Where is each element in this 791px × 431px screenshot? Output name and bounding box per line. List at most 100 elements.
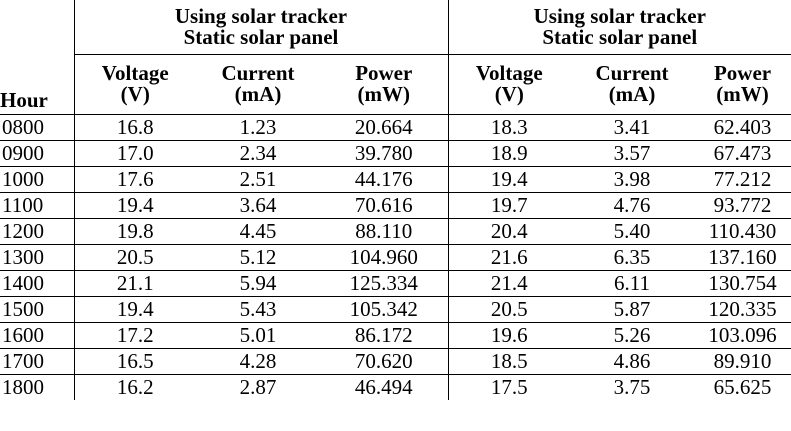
voltage-cell: 19.6	[447, 322, 571, 349]
power-cell: 67.473	[694, 140, 791, 167]
solar-data-table: Using solar tracker Static solar panel U…	[0, 0, 791, 400]
current-cell: 6.11	[570, 270, 695, 297]
table-row: 1600 17.2 5.01 86.172 19.6 5.26 103.096	[0, 322, 791, 349]
power-cell: 105.342	[320, 296, 449, 323]
hour-cell: 1100	[0, 192, 74, 219]
current-cell: 5.26	[570, 322, 695, 349]
voltage-cell: 16.5	[73, 348, 196, 375]
hour-cell: 1800	[2, 374, 44, 399]
hour-cell: 1000	[0, 166, 74, 193]
table-row: 1200 19.8 4.45 88.110 20.4 5.40 110.430	[0, 218, 791, 245]
power-cell: 77.212	[694, 166, 791, 193]
voltage-cell: 17.0	[73, 140, 196, 167]
current-cell: 4.86	[570, 348, 695, 375]
hour-cell: 0800	[0, 114, 74, 141]
current-cell: 2.87	[239, 374, 277, 399]
voltage-cell: 18.3	[447, 114, 571, 141]
power-cell: 104.960	[320, 244, 449, 271]
hour-column-header: Hour	[0, 54, 74, 115]
current-cell: 3.57	[570, 140, 695, 167]
voltage-cell: 18.9	[447, 140, 571, 167]
power-cell: 137.160	[694, 244, 791, 271]
current-cell: 6.35	[570, 244, 695, 271]
col-header-voltage-2-label: Voltage	[475, 61, 543, 86]
voltage-cell: 19.4	[73, 296, 196, 323]
voltage-cell: 19.4	[447, 166, 571, 193]
col-header-power-2-label: Power	[713, 61, 772, 86]
power-cell: 120.335	[694, 296, 791, 323]
col-header-power-1: Power (mW)	[320, 54, 449, 115]
power-cell: 88.110	[320, 218, 449, 245]
current-cell: 2.34	[196, 140, 320, 167]
col-header-power-1-label: Power	[355, 61, 413, 86]
current-cell: 3.75	[613, 374, 651, 399]
current-cell: 5.12	[196, 244, 320, 271]
power-cell: 103.096	[694, 322, 791, 349]
power-cell: 93.772	[694, 192, 791, 219]
voltage-cell: 19.7	[447, 192, 571, 219]
group-header-1-line2: Static solar panel	[183, 25, 339, 49]
table-row: 1800 16.2 2.87 46.494 17.5 3.75 65.625	[0, 374, 791, 400]
group-header-row: Using solar tracker Static solar panel U…	[0, 0, 791, 55]
col-header-power-2: Power (mW)	[694, 54, 791, 115]
group-header-1: Using solar tracker Static solar panel	[73, 0, 449, 55]
col-header-voltage-2-unit: (V)	[494, 82, 524, 107]
table-body: 0800 16.8 1.23 20.664 18.3 3.41 62.403 0900 17.0…	[0, 114, 791, 400]
col-header-current-2-unit: (mA)	[608, 82, 656, 107]
current-cell: 5.01	[196, 322, 320, 349]
col-header-voltage-2: Voltage (V)	[447, 54, 571, 115]
hour-cell: 1200	[0, 218, 74, 245]
voltage-cell: 16.2	[73, 374, 196, 400]
col-header-power-2-unit: (mW)	[716, 82, 769, 107]
voltage-cell: 21.6	[447, 244, 571, 271]
current-cell: 5.40	[570, 218, 695, 245]
table-row: 1100 19.4 3.64 70.616 19.7 4.76 93.772	[0, 192, 791, 219]
current-cell: 4.45	[196, 218, 320, 245]
table-row: 1000 17.6 2.51 44.176 19.4 3.98 77.212	[0, 166, 791, 193]
power-cell: 70.620	[320, 348, 449, 375]
voltage-cell: 21.1	[73, 270, 196, 297]
voltage-cell: 21.4	[447, 270, 571, 297]
voltage-cell: 19.4	[73, 192, 196, 219]
current-cell: 5.43	[196, 296, 320, 323]
hour-cell: 1400	[0, 270, 74, 297]
col-header-voltage-1-label: Voltage	[101, 61, 169, 86]
hour-cell: 1300	[0, 244, 74, 271]
current-cell: 5.94	[196, 270, 320, 297]
table-row: 0800 16.8 1.23 20.664 18.3 3.41 62.403	[0, 114, 791, 141]
col-header-voltage-1-unit: (V)	[120, 82, 150, 107]
current-cell: 2.51	[196, 166, 320, 193]
power-cell: 46.494	[354, 374, 413, 399]
voltage-cell: 16.8	[73, 114, 196, 141]
hour-cell: 1700	[0, 348, 74, 375]
voltage-cell: 17.5	[447, 374, 571, 400]
col-header-current-1-unit: (mA)	[234, 82, 282, 107]
corner-cell	[0, 0, 74, 55]
power-cell: 20.664	[320, 114, 449, 141]
voltage-cell: 17.2	[73, 322, 196, 349]
power-cell: 89.910	[694, 348, 791, 375]
current-cell: 3.64	[196, 192, 320, 219]
col-header-current-2: Current (mA)	[570, 54, 695, 115]
group-header-1-line1: Using solar tracker	[174, 4, 348, 28]
column-header-row: Hour Voltage (V) Current (mA) Power (mW)…	[0, 54, 791, 115]
power-cell: 65.625	[713, 374, 772, 399]
col-header-power-1-unit: (mW)	[357, 82, 410, 107]
table-row: 1300 20.5 5.12 104.960 21.6 6.35 137.160	[0, 244, 791, 271]
table-row: 1500 19.4 5.43 105.342 20.5 5.87 120.335	[0, 296, 791, 323]
voltage-cell: 20.4	[447, 218, 571, 245]
current-cell: 3.98	[570, 166, 695, 193]
voltage-cell: 18.5	[447, 348, 571, 375]
power-cell: 70.616	[320, 192, 449, 219]
power-cell: 39.780	[320, 140, 449, 167]
current-cell: 4.76	[570, 192, 695, 219]
group-header-2-line2: Static solar panel	[542, 25, 698, 49]
current-cell: 5.87	[570, 296, 695, 323]
voltage-cell: 17.6	[73, 166, 196, 193]
power-cell: 110.430	[694, 218, 791, 245]
current-cell: 3.41	[570, 114, 695, 141]
col-header-voltage-1: Voltage (V)	[73, 54, 196, 115]
table-row: 1700 16.5 4.28 70.620 18.5 4.86 89.910	[0, 348, 791, 375]
voltage-cell: 20.5	[73, 244, 196, 271]
table-row: 0900 17.0 2.34 39.780 18.9 3.57 67.473	[0, 140, 791, 167]
